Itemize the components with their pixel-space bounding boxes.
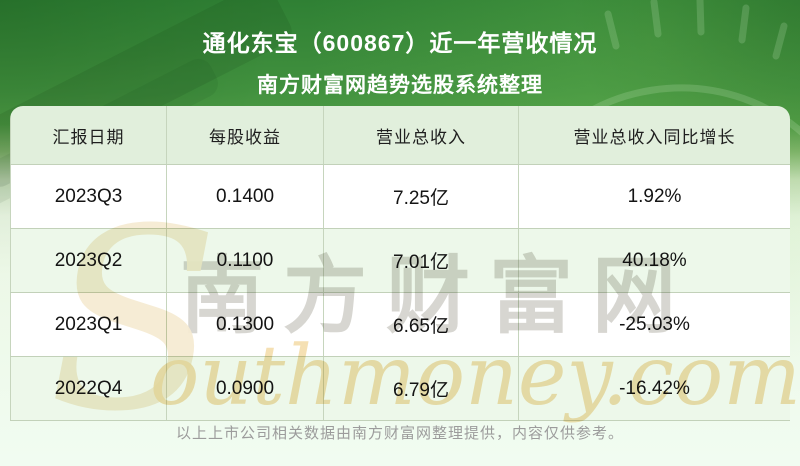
column-header-report-date: 汇报日期: [10, 106, 167, 165]
column-header-total-revenue: 营业总收入: [323, 106, 519, 165]
cell-total-revenue: 6.79亿: [323, 356, 519, 421]
cell-total-revenue: 7.25亿: [323, 164, 519, 229]
cell-report-date: 2023Q3: [10, 164, 167, 229]
cell-eps: 0.1300: [166, 292, 324, 357]
data-table-card: 汇报日期 每股收益 营业总收入 营业总收入同比增长 2023Q3 0.1400 …: [10, 106, 790, 421]
table-row: 2023Q1 0.1300 6.65亿 -25.03%: [10, 292, 790, 357]
cell-yoy-growth: -25.03%: [518, 292, 790, 357]
cell-yoy-growth: 1.92%: [518, 164, 790, 229]
disclaimer-text: 以上上市公司相关数据由南方财富网整理提供，内容仅供参考。: [175, 425, 624, 442]
table-header-row: 汇报日期 每股收益 营业总收入 营业总收入同比增长: [10, 106, 790, 165]
table-row: 2023Q3 0.1400 7.25亿 1.92%: [10, 164, 790, 229]
cell-eps: 0.1100: [166, 228, 324, 293]
cell-total-revenue: 7.01亿: [323, 228, 519, 293]
cell-total-revenue: 6.65亿: [323, 292, 519, 357]
cell-eps: 0.0900: [166, 356, 324, 421]
cell-report-date: 2022Q4: [10, 356, 167, 421]
cell-yoy-growth: -16.42%: [518, 356, 790, 421]
column-header-yoy-growth: 营业总收入同比增长: [518, 106, 790, 165]
page-title: 通化东宝（600867）近一年营收情况: [202, 30, 598, 56]
table-row: 2022Q4 0.0900 6.79亿 -16.42%: [10, 356, 790, 421]
cell-report-date: 2023Q2: [10, 228, 167, 293]
table-row: 2023Q2 0.1100 7.01亿 40.18%: [10, 228, 790, 293]
revenue-table: 汇报日期 每股收益 营业总收入 营业总收入同比增长 2023Q3 0.1400 …: [10, 106, 790, 421]
cell-report-date: 2023Q1: [10, 292, 167, 357]
page-header: 通化东宝（600867）近一年营收情况 南方财富网趋势选股系统整理: [0, 24, 800, 99]
cell-eps: 0.1400: [166, 164, 324, 229]
cell-yoy-growth: 40.18%: [518, 228, 790, 293]
column-header-eps: 每股收益: [166, 106, 324, 165]
page-subtitle: 南方财富网趋势选股系统整理: [257, 74, 543, 97]
